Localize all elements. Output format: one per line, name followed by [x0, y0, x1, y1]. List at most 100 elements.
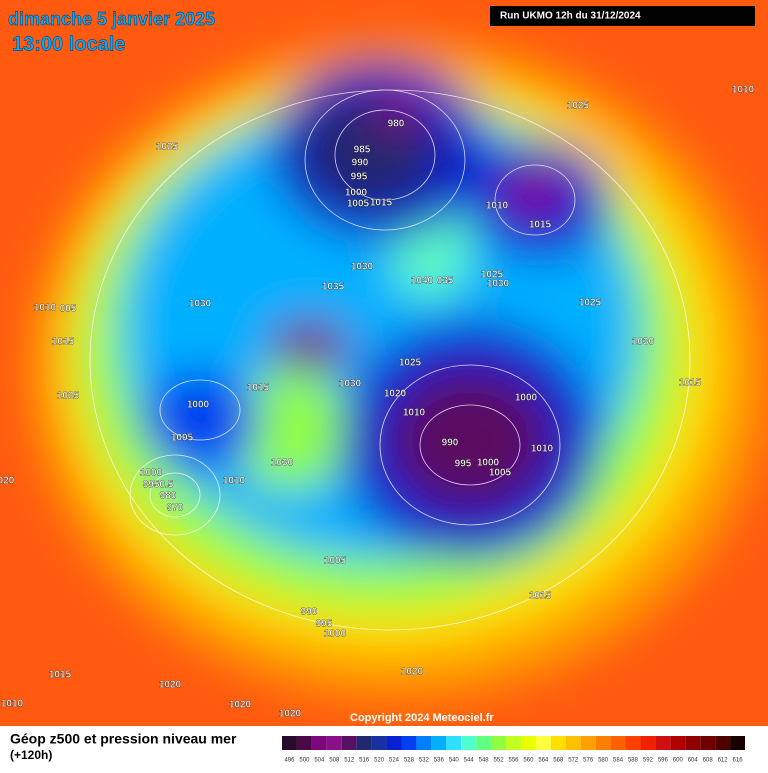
isobar-label: 985: [354, 145, 371, 156]
scale-label: 608: [703, 758, 714, 764]
scale-swatch: [491, 736, 507, 750]
scale-swatch: [685, 736, 701, 750]
scale-swatch: [341, 736, 357, 750]
isobar-label: 1000: [345, 188, 368, 199]
scale-swatch: [655, 736, 671, 750]
isobar-label: 035: [437, 276, 454, 287]
isobar-label: 1020: [279, 709, 302, 720]
isobar-label: 1005: [347, 199, 370, 210]
run-box: [490, 6, 755, 26]
scale-label: 500: [299, 758, 310, 764]
isobar-label: 1025: [567, 101, 590, 112]
scale-swatch: [461, 736, 477, 750]
scale-label: 560: [523, 758, 534, 764]
scale-label: 496: [284, 758, 295, 764]
scale-label: 528: [404, 758, 415, 764]
scale-label: 512: [344, 758, 355, 764]
scale-label: 524: [389, 758, 400, 764]
scale-label: 592: [643, 758, 654, 764]
copyright: Copyright 2024 Meteociel.fr: [350, 712, 494, 724]
isobar-label: 1020: [384, 389, 407, 400]
scale-label: 520: [374, 758, 385, 764]
scale-swatch: [520, 736, 536, 750]
scale-swatch: [446, 736, 462, 750]
isobar-label: 1000: [477, 458, 500, 469]
scale-label: 544: [464, 758, 475, 764]
time: 13:00 locale: [12, 33, 125, 55]
scale-swatch: [715, 736, 731, 750]
date: dimanche 5 janvier 2025: [8, 9, 215, 29]
isobar-label: 1020: [401, 667, 424, 678]
scale-label: 508: [329, 758, 340, 764]
scale-label: 572: [568, 758, 579, 764]
isobar-label: 1015: [529, 591, 552, 602]
isobar-label: 1005: [489, 468, 512, 479]
isobar-label: 1030: [271, 458, 294, 469]
legend-subtitle: (+120h): [10, 748, 52, 762]
scale-label: 516: [359, 758, 370, 764]
scale-label: 540: [449, 758, 460, 764]
isobar-label: 990: [352, 158, 369, 169]
scale-swatch: [296, 736, 312, 750]
isobar-label: 1015: [370, 198, 393, 209]
scale-label: 564: [538, 758, 549, 764]
scale-swatch: [625, 736, 641, 750]
color-scale: 496 500 504 508 512 516 520 524 528 532 536 540 544 5…: [282, 736, 745, 764]
scale-swatch: [670, 736, 686, 750]
isobar-label: 1020: [229, 700, 252, 711]
isobar-label: 1010: [223, 476, 246, 487]
scale-swatch: [506, 736, 521, 750]
scale-swatch: [356, 736, 372, 750]
isobar-label: 1010: [732, 85, 755, 96]
scale-label: 536: [434, 758, 445, 764]
legend-title: Géop z500 et pression niveau mer: [10, 731, 237, 747]
isobar-label: 020: [0, 476, 15, 487]
isobar-label: 995: [351, 172, 368, 183]
scale-swatch: [700, 736, 716, 750]
isobar-label: 1000: [515, 393, 538, 404]
scale-swatch: [595, 736, 611, 750]
isobar-label: 1010: [1, 699, 24, 710]
isobar-label: 1015: [49, 670, 72, 681]
isobar-label: 980: [388, 119, 405, 130]
isobar-label: 1025: [156, 142, 179, 153]
scale-label: 576: [583, 758, 594, 764]
scale-swatch: [535, 736, 551, 750]
isobar-label: 1040: [411, 276, 434, 287]
scale-label: 504: [314, 758, 325, 764]
isobar-label: 1030: [487, 279, 510, 290]
isobar-label: 1025: [481, 270, 504, 281]
scale-swatch: [371, 736, 387, 750]
isobar-label: 1015: [529, 220, 552, 231]
isobar-label: 1025: [399, 358, 422, 369]
scale-label: 596: [658, 758, 669, 764]
scale-swatch: [550, 736, 566, 750]
isobar-label: 980: [160, 491, 177, 502]
isobar-label: 1000: [324, 629, 347, 640]
scale-label: 600: [673, 758, 684, 764]
isobar-label: 1010: [531, 444, 554, 455]
scale-swatch: [580, 736, 596, 750]
scale-label: 556: [508, 758, 519, 764]
scale-swatch: [416, 736, 432, 750]
isobar-label: 1015: [679, 378, 702, 389]
isobar-label: 1030: [632, 337, 655, 348]
isobar-label: 005: [60, 304, 77, 315]
isobar-label: 1020: [159, 680, 182, 691]
scale-label: 616: [733, 758, 744, 764]
scale-swatch: [282, 736, 297, 750]
scale-swatch: [386, 736, 402, 750]
run-label: Run UKMO 12h du 31/12/2024: [500, 11, 641, 22]
scale-label: 552: [494, 758, 505, 764]
scale-label: 580: [598, 758, 609, 764]
isobar-label: 1025: [579, 298, 602, 309]
scale-swatch: [326, 736, 342, 750]
scale-swatch: [730, 736, 745, 750]
isobar-label: 1005: [171, 433, 194, 444]
isobar-label: 1005: [324, 556, 347, 567]
isobar-label: 1000: [140, 468, 163, 479]
isobar-label: 1010: [486, 201, 509, 212]
isobar-label: 1030: [339, 379, 362, 390]
